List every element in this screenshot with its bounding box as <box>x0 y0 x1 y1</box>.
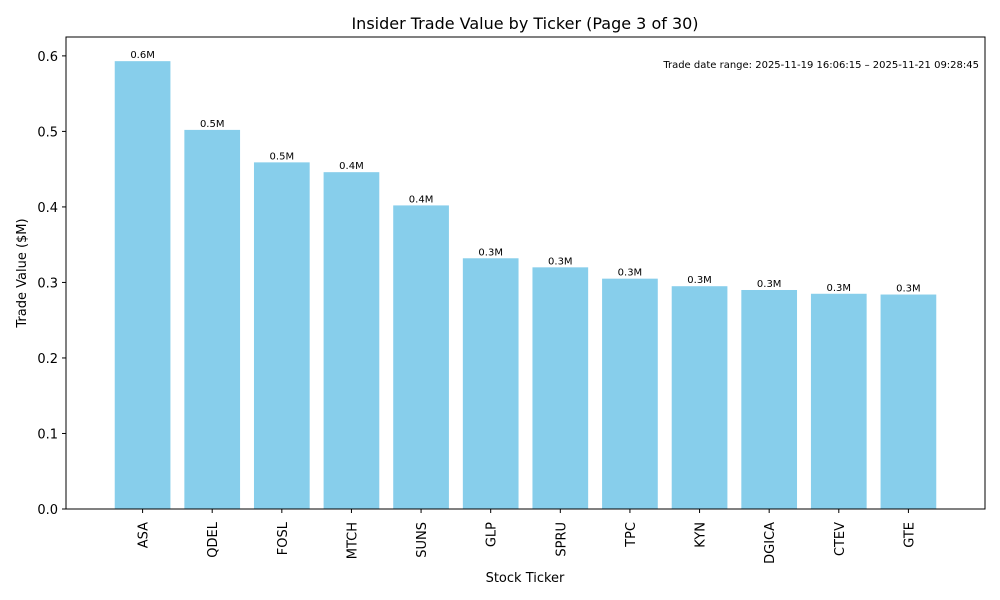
bar-ctev <box>810 293 867 509</box>
data-label-qdel: 0.5M <box>200 119 225 130</box>
x-tick-label-spru: SPRU <box>554 522 569 557</box>
data-label-ctev: 0.3M <box>827 283 852 294</box>
x-tick-label-asa: ASA <box>137 522 152 548</box>
data-label-fosl: 0.5M <box>270 151 295 162</box>
x-tick-label-mtch: MTCH <box>345 522 360 559</box>
y-axis-label: Trade Value ($M) <box>15 218 30 328</box>
x-tick-label-qdel: QDEL <box>206 521 221 557</box>
y-tick-label: 0.1 <box>37 427 58 442</box>
y-tick-label: 0.4 <box>37 201 58 216</box>
bar-spru <box>532 267 589 509</box>
bar-asa <box>114 61 171 509</box>
data-label-spru: 0.3M <box>548 256 573 267</box>
data-label-kyn: 0.3M <box>687 275 712 286</box>
x-tick-label-tpc: TPC <box>624 522 639 548</box>
y-tick-label: 0.0 <box>37 503 58 518</box>
bar-tpc <box>602 278 658 509</box>
axes-frame <box>65 36 986 510</box>
trade-date-annotation: Trade date range: 2025-11-19 16:06:15 – … <box>662 60 979 71</box>
y-tick-label: 0.2 <box>37 352 58 367</box>
bar-kyn <box>671 286 728 509</box>
x-axis-label: Stock Ticker <box>486 571 565 586</box>
y-tick-label: 0.5 <box>37 125 58 140</box>
data-label-asa: 0.6M <box>130 50 155 61</box>
x-tick-label-suns: SUNS <box>415 522 430 558</box>
bar-gte <box>880 294 937 509</box>
data-label-tpc: 0.3M <box>618 268 643 279</box>
x-tick-label-fosl: FOSL <box>276 521 291 555</box>
data-label-suns: 0.4M <box>409 194 434 205</box>
bar-fosl <box>253 162 310 509</box>
x-tick-label-glp: GLP <box>485 522 500 547</box>
bar-qdel <box>184 129 241 510</box>
data-label-glp: 0.3M <box>478 247 503 258</box>
data-label-dgica: 0.3M <box>757 279 782 290</box>
x-tick-label-kyn: KYN <box>694 522 709 548</box>
chart-title: Insider Trade Value by Ticker (Page 3 of… <box>351 14 698 33</box>
bar-suns <box>393 205 449 509</box>
y-tick-label: 0.6 <box>37 50 58 65</box>
x-tick-label-ctev: CTEV <box>833 522 848 556</box>
data-label-mtch: 0.4M <box>339 161 364 172</box>
bar-mtch <box>323 172 380 510</box>
bar-glp <box>462 258 519 509</box>
x-tick-label-gte: GTE <box>902 522 917 548</box>
plot-area: 0.6M ASA 0.5M QDEL 0.5M FOSL 0.4M MTCH 0.4M SUNS 0… <box>37 36 986 564</box>
data-label-gte: 0.3M <box>896 284 921 295</box>
y-tick-label: 0.3 <box>37 276 58 291</box>
bar-dgica <box>741 289 798 509</box>
x-tick-label-dgica: DGICA <box>763 522 778 564</box>
